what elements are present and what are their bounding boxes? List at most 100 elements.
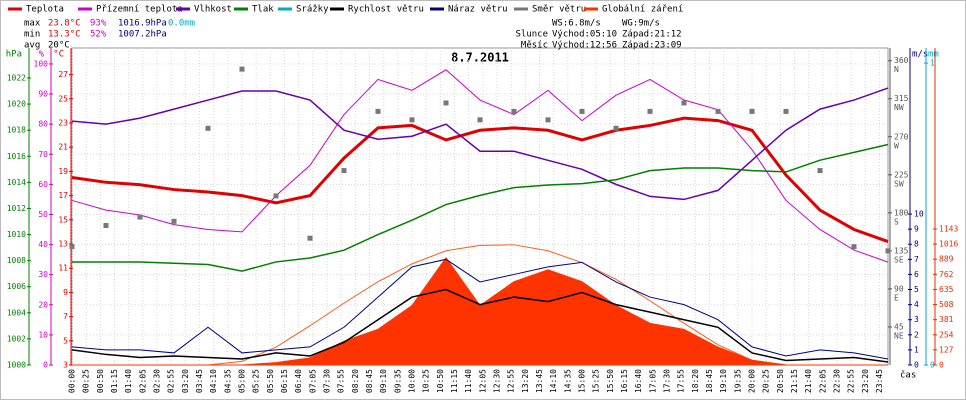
x-tick-label: 18:45 bbox=[705, 369, 714, 393]
direction-point bbox=[851, 244, 857, 250]
y-tick-label: 135 bbox=[894, 246, 909, 255]
x-tick-label: 12:30 bbox=[493, 369, 502, 393]
y-tick-label: 3 bbox=[63, 361, 68, 370]
direction-point bbox=[613, 125, 619, 131]
y-tick-label: 1143 bbox=[939, 224, 958, 233]
x-tick-label: 06:15 bbox=[280, 369, 289, 393]
x-tick-label: 13:45 bbox=[535, 369, 544, 393]
sun-set: Západ:21:12 bbox=[622, 30, 682, 40]
stat-value: 1007.2hPa bbox=[118, 30, 167, 40]
y-tick-label: 10 bbox=[914, 210, 924, 219]
stat-value: 20°C bbox=[48, 41, 70, 51]
series-line bbox=[71, 258, 889, 360]
axis-unit: mm bbox=[928, 50, 939, 60]
y-tick-label: 0 bbox=[914, 361, 919, 370]
direction-point bbox=[681, 100, 687, 106]
y-tick-label: 180 bbox=[894, 208, 909, 217]
x-tick-label: 08:20 bbox=[351, 369, 360, 393]
x-tick-label: 10:25 bbox=[422, 369, 431, 393]
x-tick-label: 15:25 bbox=[592, 369, 601, 393]
series-line bbox=[71, 87, 889, 201]
y-tick-label: 1 bbox=[930, 59, 935, 68]
stat-value: 0.0mm bbox=[168, 19, 195, 29]
direction-point bbox=[783, 108, 789, 114]
y-tick-label: 9 bbox=[914, 225, 919, 234]
axis-unit: °C bbox=[53, 50, 64, 60]
legend-label: Tlak bbox=[252, 5, 274, 15]
x-tick-label: 21:40 bbox=[804, 369, 813, 393]
y-tick-label: 0 bbox=[43, 361, 48, 370]
x-tick-label: 09:35 bbox=[393, 369, 402, 393]
direction-point bbox=[477, 117, 483, 123]
y-tick-label: 40 bbox=[38, 240, 48, 249]
y-tick-label: 21 bbox=[58, 143, 68, 152]
stat-label: max bbox=[24, 19, 41, 29]
direction-point bbox=[205, 125, 211, 131]
y-tick-label: 1 bbox=[914, 345, 919, 354]
x-tick-label: 05:25 bbox=[252, 369, 261, 393]
y-tick-label: 20 bbox=[38, 300, 48, 309]
x-tick-label: 07:05 bbox=[308, 369, 317, 393]
y-tick-label: 1010 bbox=[7, 230, 26, 239]
direction-point bbox=[239, 66, 245, 72]
y-tick-label: 360 bbox=[894, 56, 909, 65]
x-tick-label: 10:00 bbox=[408, 369, 417, 393]
direction-point bbox=[443, 100, 449, 106]
stat-value: 52% bbox=[90, 30, 107, 40]
y-tick-label: 19 bbox=[58, 167, 68, 176]
y-tick-label: 9 bbox=[63, 288, 68, 297]
y-tick-label: 1008 bbox=[7, 256, 26, 265]
y-tick-label: 1012 bbox=[7, 204, 26, 213]
x-tick-label: 13:20 bbox=[521, 369, 530, 393]
direction-point bbox=[647, 108, 653, 114]
y-tick-label: 17 bbox=[58, 191, 68, 200]
x-axis-label: čas bbox=[900, 370, 916, 381]
x-tick-label: 12:05 bbox=[478, 369, 487, 393]
axis-unit: hPa bbox=[6, 50, 22, 60]
y-tick-label: 13 bbox=[58, 240, 68, 249]
legend-label: Srážky bbox=[296, 5, 329, 15]
x-tick-label: 04:35 bbox=[223, 369, 232, 393]
direction-point bbox=[885, 248, 891, 254]
y-tick-label: 1000 bbox=[7, 361, 26, 370]
y-tick-label: 25 bbox=[58, 94, 68, 103]
y-tick-label: 90 bbox=[894, 284, 904, 293]
legend-label: Teplota bbox=[26, 5, 64, 15]
stat-label: avg bbox=[24, 41, 40, 51]
y-tick-label: 1022 bbox=[7, 74, 26, 83]
axis-unit: % bbox=[39, 50, 45, 60]
x-tick-label: 21:15 bbox=[790, 369, 799, 393]
y-tick-label: 1016 bbox=[7, 152, 26, 161]
compass-label: W bbox=[894, 141, 899, 150]
y-tick-label: 2 bbox=[914, 330, 919, 339]
legend-label: Globální záření bbox=[602, 5, 683, 15]
y-tick-label: 100 bbox=[34, 59, 49, 68]
direction-point bbox=[579, 108, 585, 114]
y-tick-label: 225 bbox=[894, 170, 909, 179]
x-tick-label: 02:55 bbox=[167, 369, 176, 393]
x-tick-label: 15:00 bbox=[578, 369, 587, 393]
y-tick-label: 23 bbox=[58, 119, 68, 128]
y-tick-label: 127 bbox=[939, 345, 954, 354]
y-tick-label: 1018 bbox=[7, 126, 26, 135]
x-tick-label: 22:05 bbox=[818, 369, 827, 393]
y-tick-label: 315 bbox=[894, 94, 909, 103]
x-tick-label: 07:55 bbox=[337, 369, 346, 393]
y-tick-label: 3 bbox=[914, 315, 919, 324]
y-tick-label: 254 bbox=[939, 330, 954, 339]
x-tick-label: 23:20 bbox=[861, 369, 870, 393]
x-tick-label: 01:15 bbox=[110, 369, 119, 393]
y-tick-label: 4 bbox=[914, 300, 919, 309]
y-tick-label: 10 bbox=[38, 330, 48, 339]
y-tick-label: 508 bbox=[939, 300, 954, 309]
y-tick-label: 1016 bbox=[939, 240, 958, 249]
x-tick-label: 17:05 bbox=[648, 369, 657, 393]
axis-unit: m/s bbox=[912, 50, 928, 60]
y-tick-label: 1006 bbox=[7, 282, 26, 291]
x-tick-label: 15:50 bbox=[606, 369, 615, 393]
y-tick-label: 6 bbox=[914, 270, 919, 279]
y-tick-label: 15 bbox=[58, 215, 68, 224]
stat-value: 13.3°C bbox=[48, 30, 81, 40]
